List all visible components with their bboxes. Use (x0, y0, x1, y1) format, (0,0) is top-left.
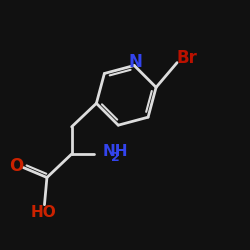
Text: HO: HO (30, 204, 56, 220)
Text: 2: 2 (110, 151, 119, 164)
Text: O: O (9, 157, 23, 175)
Text: Br: Br (176, 49, 198, 67)
Text: N: N (128, 53, 142, 71)
Text: NH: NH (102, 144, 128, 159)
